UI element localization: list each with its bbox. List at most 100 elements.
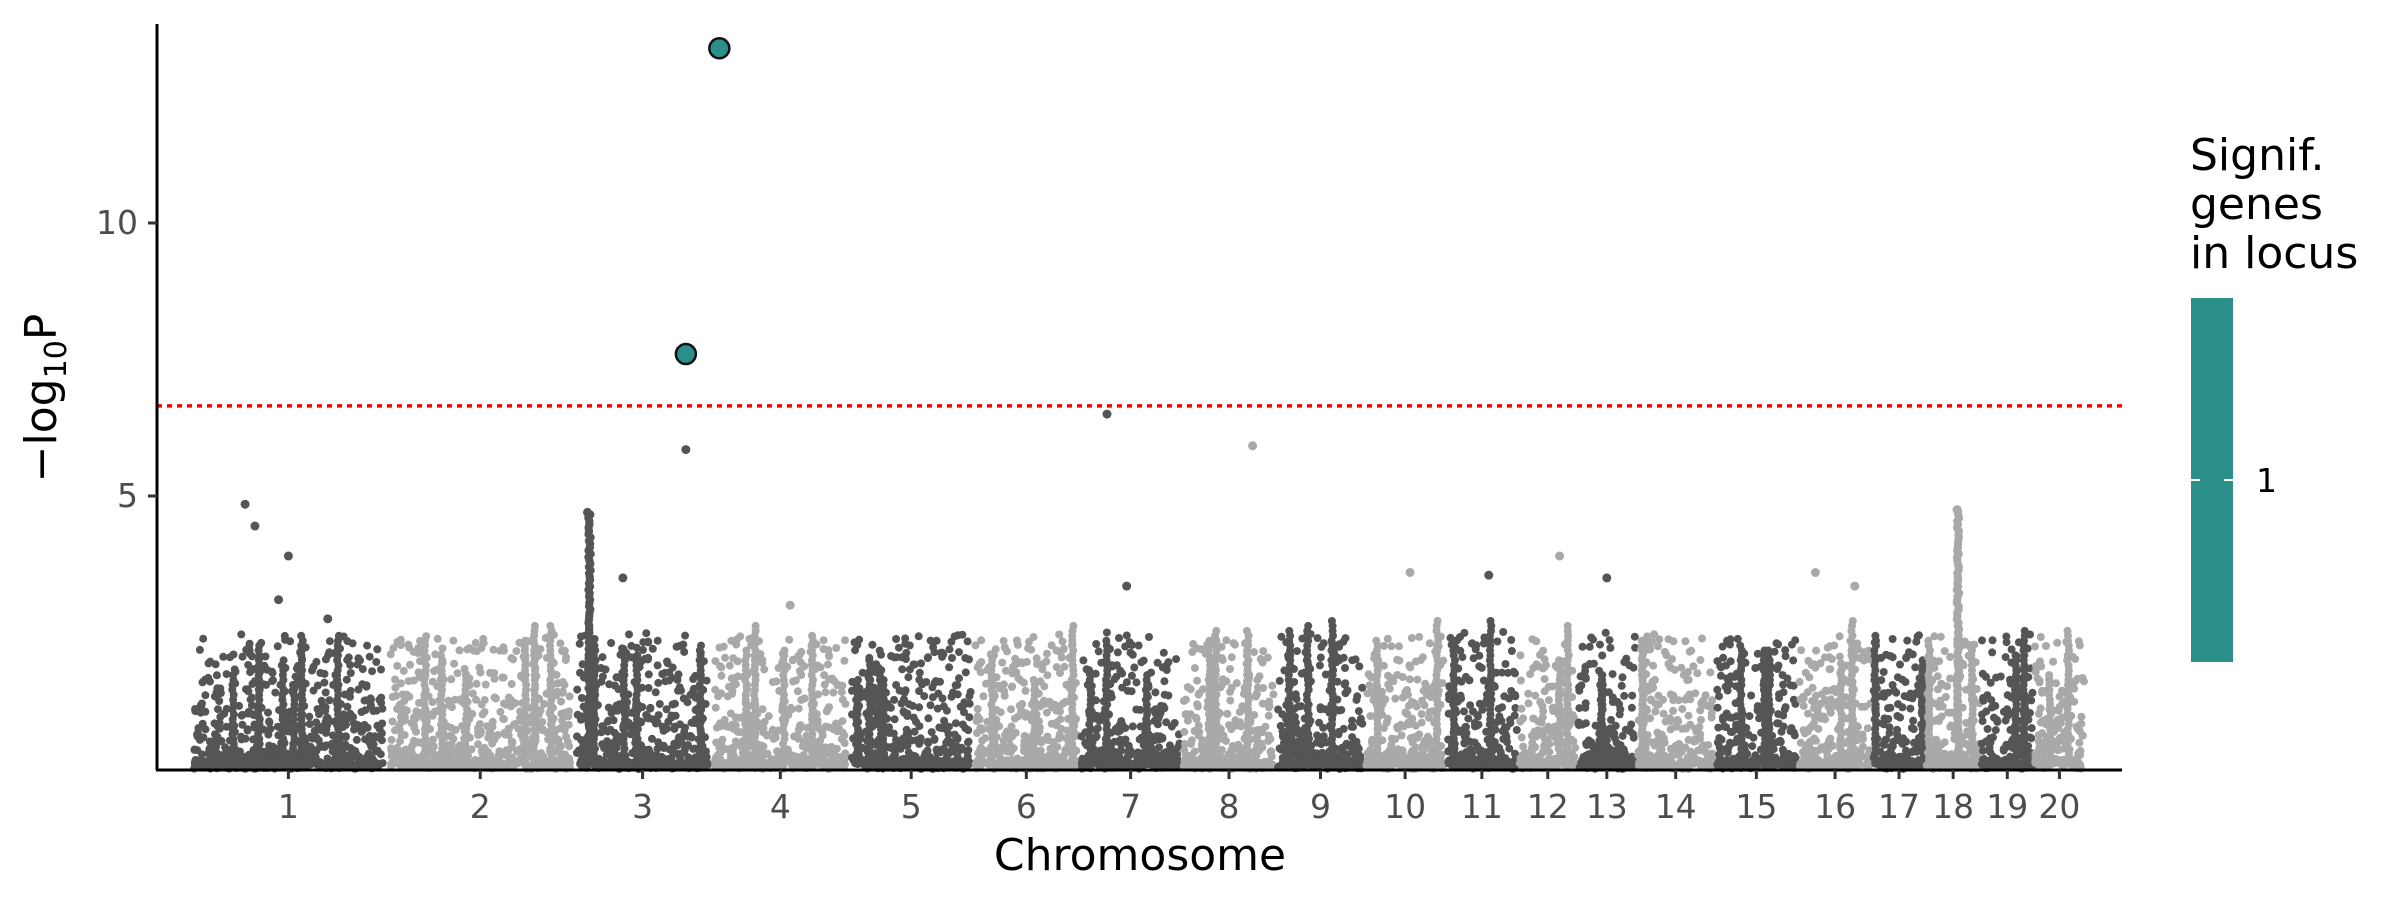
snp-point [1132,705,1141,714]
snp-point [1294,743,1303,751]
snp-point [325,696,334,705]
snp-point [315,710,323,719]
snp-point [1181,710,1190,719]
snp-point [677,686,685,695]
snp-point [1364,670,1373,679]
snp-point [786,703,795,712]
snp-point [577,715,585,724]
snp-point [1077,760,1086,769]
snp-point [312,734,321,742]
snp-point [1316,653,1325,662]
snp-point [367,737,376,746]
snp-point [447,675,456,684]
snp-point [1232,679,1241,688]
snp-point [1151,688,1160,697]
snp-point [1047,641,1056,650]
snp-point [821,688,830,697]
snp-point [325,637,334,646]
snp-point [904,700,913,709]
snp-point [1135,757,1144,766]
snp-point [238,652,247,661]
snp-point [1294,702,1303,711]
snp-point [372,658,381,666]
snp-point [1127,687,1136,696]
snp-point [598,740,607,749]
snp-point [662,705,671,714]
snp-point [560,726,569,735]
snp-point [269,676,277,685]
snp-point [1335,640,1344,649]
snp-point [793,756,802,764]
snp-point [1003,733,1012,742]
snp-point [840,656,849,665]
snp-point [297,631,306,640]
snp-point [715,643,724,652]
snp-point [357,727,366,736]
snp-point [198,699,206,708]
snp-point [1022,657,1031,666]
snp-point [1293,647,1301,656]
snp-point [450,659,459,668]
snp-point [961,668,970,677]
snp-point [238,720,247,729]
snp-point [201,691,210,700]
snp-point [472,761,481,770]
snp-point [1165,741,1174,750]
snp-point [388,717,397,726]
snp-point [352,735,361,744]
snp-point [1000,643,1009,652]
snp-point [213,691,222,700]
snp-point [474,740,483,749]
snp-point [358,680,367,689]
snp-point [898,665,907,674]
snp-point [406,660,414,669]
snp-point [1264,711,1273,720]
snp-point [644,684,653,692]
snp-point [554,735,563,744]
snp-point [973,705,982,713]
snp-point [726,709,735,718]
snp-point [683,698,692,707]
snp-point [892,635,901,643]
snp-point [965,692,974,701]
snp-point [673,675,682,684]
snp-point [736,632,745,641]
snp-point [936,748,945,757]
snp-point [824,660,832,669]
snp-point [939,702,948,711]
snp-point [1341,749,1350,758]
snp-point [977,636,986,645]
snp-point [1186,685,1195,694]
snp-point [430,667,439,676]
snp-point [945,663,954,672]
snp-point [940,760,949,768]
snp-point [840,760,849,769]
snp-point [964,737,973,746]
snp-point [670,739,679,748]
snp-point [455,646,464,655]
snp-point [396,635,405,644]
snp-point [1365,681,1374,690]
snp-point [349,713,357,721]
snp-point [951,719,960,728]
snp-point [1093,724,1102,733]
snp-point [1069,621,1078,630]
snp-point [760,717,769,726]
snp-point [500,646,508,655]
snp-point [1354,744,1363,753]
snp-point [726,751,735,759]
snp-point [1250,648,1258,657]
snp-point [1356,752,1365,761]
snp-point [979,692,988,701]
snp-point [733,657,742,666]
snp-point [1411,721,1420,730]
snp-point [1115,634,1123,642]
snp-point [490,693,499,702]
snp-point [612,701,621,710]
snp-point [950,730,959,739]
snp-point [619,644,628,653]
snp-point [376,750,385,759]
snp-point [1227,725,1236,734]
snp-point [767,755,776,764]
